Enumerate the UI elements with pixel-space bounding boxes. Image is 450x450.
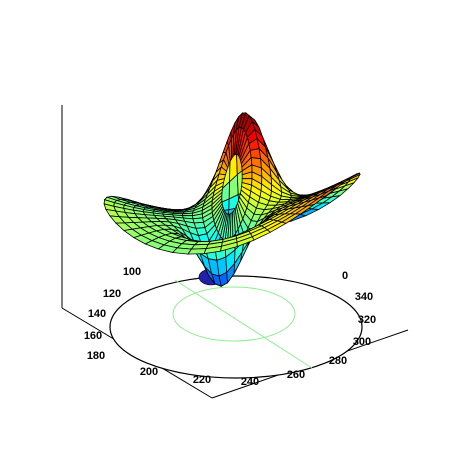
theta-tick-label: 100	[123, 266, 141, 278]
surface-patch	[220, 241, 238, 252]
surface-patch	[187, 248, 207, 255]
theta-tick-label: 200	[140, 366, 158, 378]
theta-tick-label: 260	[287, 369, 305, 381]
theta-tick-label: 120	[103, 288, 121, 300]
theta-tick-label: 300	[353, 336, 371, 348]
surface-mesh	[103, 112, 361, 287]
theta-tick-label: 140	[88, 308, 106, 320]
theta-tick-label: 240	[241, 376, 259, 388]
theta-tick-label: 340	[355, 291, 373, 303]
polar-radial-line	[174, 279, 313, 369]
theta-tick-label: 220	[193, 374, 211, 386]
theta-tick-label: 280	[329, 355, 347, 367]
theta-tick-label: 320	[358, 314, 376, 326]
theta-tick-label: 160	[84, 330, 102, 342]
polar-inner-circle	[172, 286, 296, 342]
theta-tick-label: 0	[342, 270, 348, 282]
polar-base-ellipse	[109, 275, 363, 379]
theta-tick-label: 180	[87, 350, 105, 362]
surface-patch	[249, 148, 261, 160]
